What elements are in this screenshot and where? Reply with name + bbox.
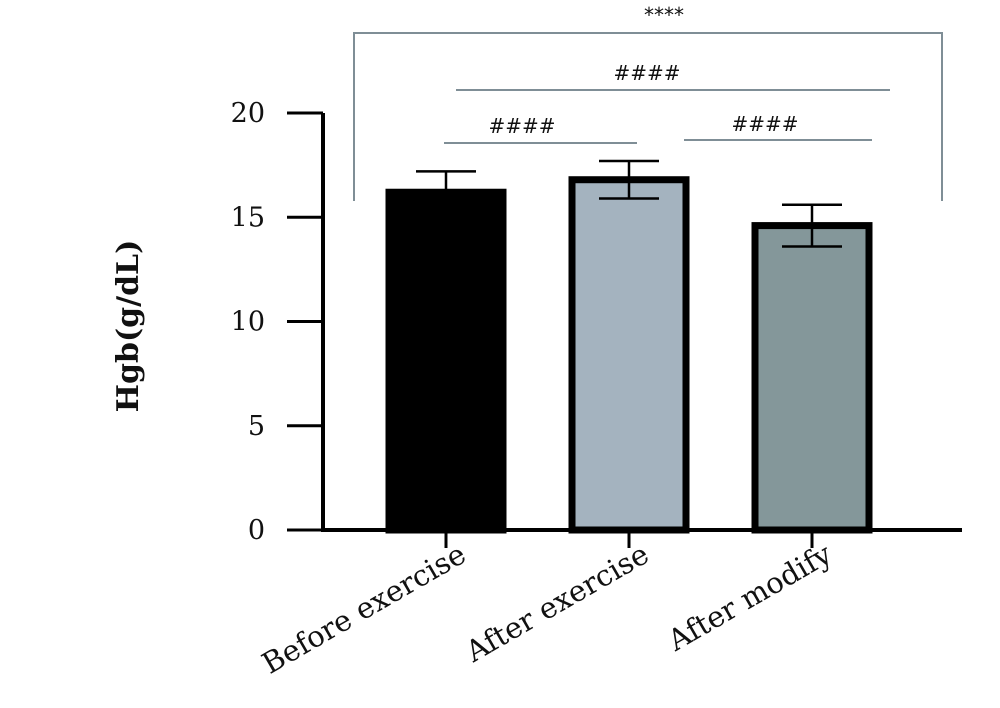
significance-group: **** #### #### #### — [353, 3, 943, 201]
x-category-label-1: Before exercise — [256, 537, 471, 681]
y-tick-label-5: 5 — [248, 411, 265, 442]
y-tick-label-10: 10 — [231, 307, 265, 338]
bar-3 — [751, 222, 873, 534]
significance-label-2: #### — [488, 114, 555, 138]
y-tick-label-20: 20 — [231, 98, 265, 129]
error-bars-group — [416, 159, 842, 248]
bars-group — [385, 176, 873, 534]
y-axis-label: Hgb(g/dL) — [111, 240, 146, 413]
significance-label-1: **** — [644, 3, 684, 27]
y-tick-label-0: 0 — [248, 515, 265, 546]
significance-label-4: #### — [613, 61, 680, 85]
bar-2 — [568, 176, 690, 534]
x-category-label-2: After exercise — [459, 537, 655, 670]
bar-1 — [385, 188, 507, 534]
significance-label-3: #### — [731, 112, 798, 136]
x-category-label-3: After modify — [661, 536, 838, 658]
significance-bracket-1 — [353, 32, 943, 201]
y-tick-label-15: 15 — [231, 202, 265, 233]
